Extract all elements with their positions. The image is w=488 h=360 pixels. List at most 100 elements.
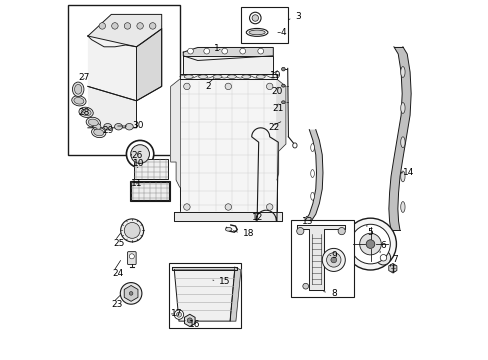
Text: 14: 14 — [402, 168, 413, 177]
Ellipse shape — [88, 119, 98, 126]
Circle shape — [224, 204, 231, 210]
Circle shape — [322, 248, 345, 271]
Ellipse shape — [400, 202, 404, 212]
Circle shape — [249, 12, 261, 24]
Circle shape — [137, 23, 143, 29]
Polygon shape — [388, 47, 410, 230]
Circle shape — [129, 292, 133, 295]
Circle shape — [266, 83, 272, 90]
Ellipse shape — [256, 75, 264, 78]
Bar — [241, 7, 287, 43]
Text: 10: 10 — [133, 159, 144, 168]
Ellipse shape — [225, 228, 231, 231]
Ellipse shape — [241, 75, 250, 78]
Circle shape — [296, 228, 303, 235]
Ellipse shape — [114, 123, 122, 130]
Circle shape — [176, 312, 181, 317]
Ellipse shape — [81, 109, 91, 116]
Ellipse shape — [75, 84, 81, 94]
Circle shape — [337, 228, 345, 235]
Text: 28: 28 — [78, 108, 89, 117]
Ellipse shape — [103, 123, 111, 130]
Text: 22: 22 — [267, 123, 279, 132]
Polygon shape — [172, 267, 236, 270]
Polygon shape — [179, 74, 276, 79]
Polygon shape — [303, 130, 322, 223]
Text: 23: 23 — [111, 300, 122, 309]
Ellipse shape — [400, 171, 404, 182]
Polygon shape — [170, 79, 179, 187]
Text: 20: 20 — [271, 87, 282, 96]
Text: 4: 4 — [280, 28, 285, 37]
Text: 3: 3 — [294, 12, 300, 21]
Text: 27: 27 — [78, 73, 89, 82]
Text: 11: 11 — [131, 179, 142, 188]
Polygon shape — [136, 29, 162, 101]
Ellipse shape — [227, 75, 236, 78]
Text: 25: 25 — [113, 238, 124, 248]
Text: 6: 6 — [380, 241, 386, 250]
Circle shape — [121, 219, 143, 242]
Ellipse shape — [213, 75, 222, 78]
Circle shape — [281, 67, 285, 71]
Circle shape — [380, 255, 386, 261]
Text: 1: 1 — [213, 44, 219, 53]
Polygon shape — [296, 225, 345, 290]
Text: 13: 13 — [302, 217, 313, 226]
Ellipse shape — [400, 67, 404, 77]
Text: 18: 18 — [242, 230, 254, 239]
Circle shape — [120, 283, 142, 304]
Text: 24: 24 — [112, 269, 123, 278]
Circle shape — [130, 145, 149, 163]
Polygon shape — [230, 267, 241, 321]
Ellipse shape — [79, 107, 93, 117]
Bar — [131, 182, 168, 200]
Circle shape — [149, 23, 156, 29]
Circle shape — [350, 224, 389, 264]
Text: 26: 26 — [131, 151, 142, 160]
Ellipse shape — [281, 84, 285, 87]
Ellipse shape — [74, 98, 84, 104]
Polygon shape — [276, 79, 285, 180]
Text: 29: 29 — [102, 126, 113, 135]
Bar — [291, 220, 354, 297]
Ellipse shape — [310, 144, 314, 152]
Circle shape — [257, 48, 263, 54]
Circle shape — [239, 48, 245, 54]
Circle shape — [174, 310, 183, 319]
Circle shape — [126, 140, 153, 168]
Text: 2: 2 — [204, 82, 210, 91]
Ellipse shape — [86, 117, 100, 127]
Circle shape — [187, 318, 192, 323]
Text: 12: 12 — [251, 213, 263, 222]
Ellipse shape — [400, 103, 404, 113]
Circle shape — [302, 283, 308, 289]
Ellipse shape — [91, 127, 105, 138]
Text: 19: 19 — [269, 71, 281, 80]
Bar — [130, 181, 170, 201]
Ellipse shape — [400, 137, 404, 148]
Ellipse shape — [310, 192, 314, 200]
Circle shape — [111, 23, 118, 29]
Circle shape — [129, 254, 134, 259]
Polygon shape — [183, 48, 273, 60]
Text: 16: 16 — [188, 320, 200, 329]
Ellipse shape — [198, 75, 207, 78]
Circle shape — [183, 83, 190, 90]
Ellipse shape — [248, 30, 264, 35]
Circle shape — [124, 23, 130, 29]
Circle shape — [359, 233, 381, 255]
Ellipse shape — [292, 143, 296, 148]
Ellipse shape — [125, 123, 133, 130]
Text: 15: 15 — [219, 277, 230, 286]
Ellipse shape — [94, 129, 103, 136]
Ellipse shape — [310, 170, 314, 177]
Circle shape — [326, 253, 340, 267]
Ellipse shape — [72, 96, 86, 106]
Circle shape — [224, 83, 231, 90]
Text: 30: 30 — [132, 122, 143, 130]
FancyBboxPatch shape — [127, 252, 136, 265]
Text: 7: 7 — [391, 255, 397, 264]
Polygon shape — [174, 270, 234, 321]
Text: 17: 17 — [171, 309, 183, 318]
